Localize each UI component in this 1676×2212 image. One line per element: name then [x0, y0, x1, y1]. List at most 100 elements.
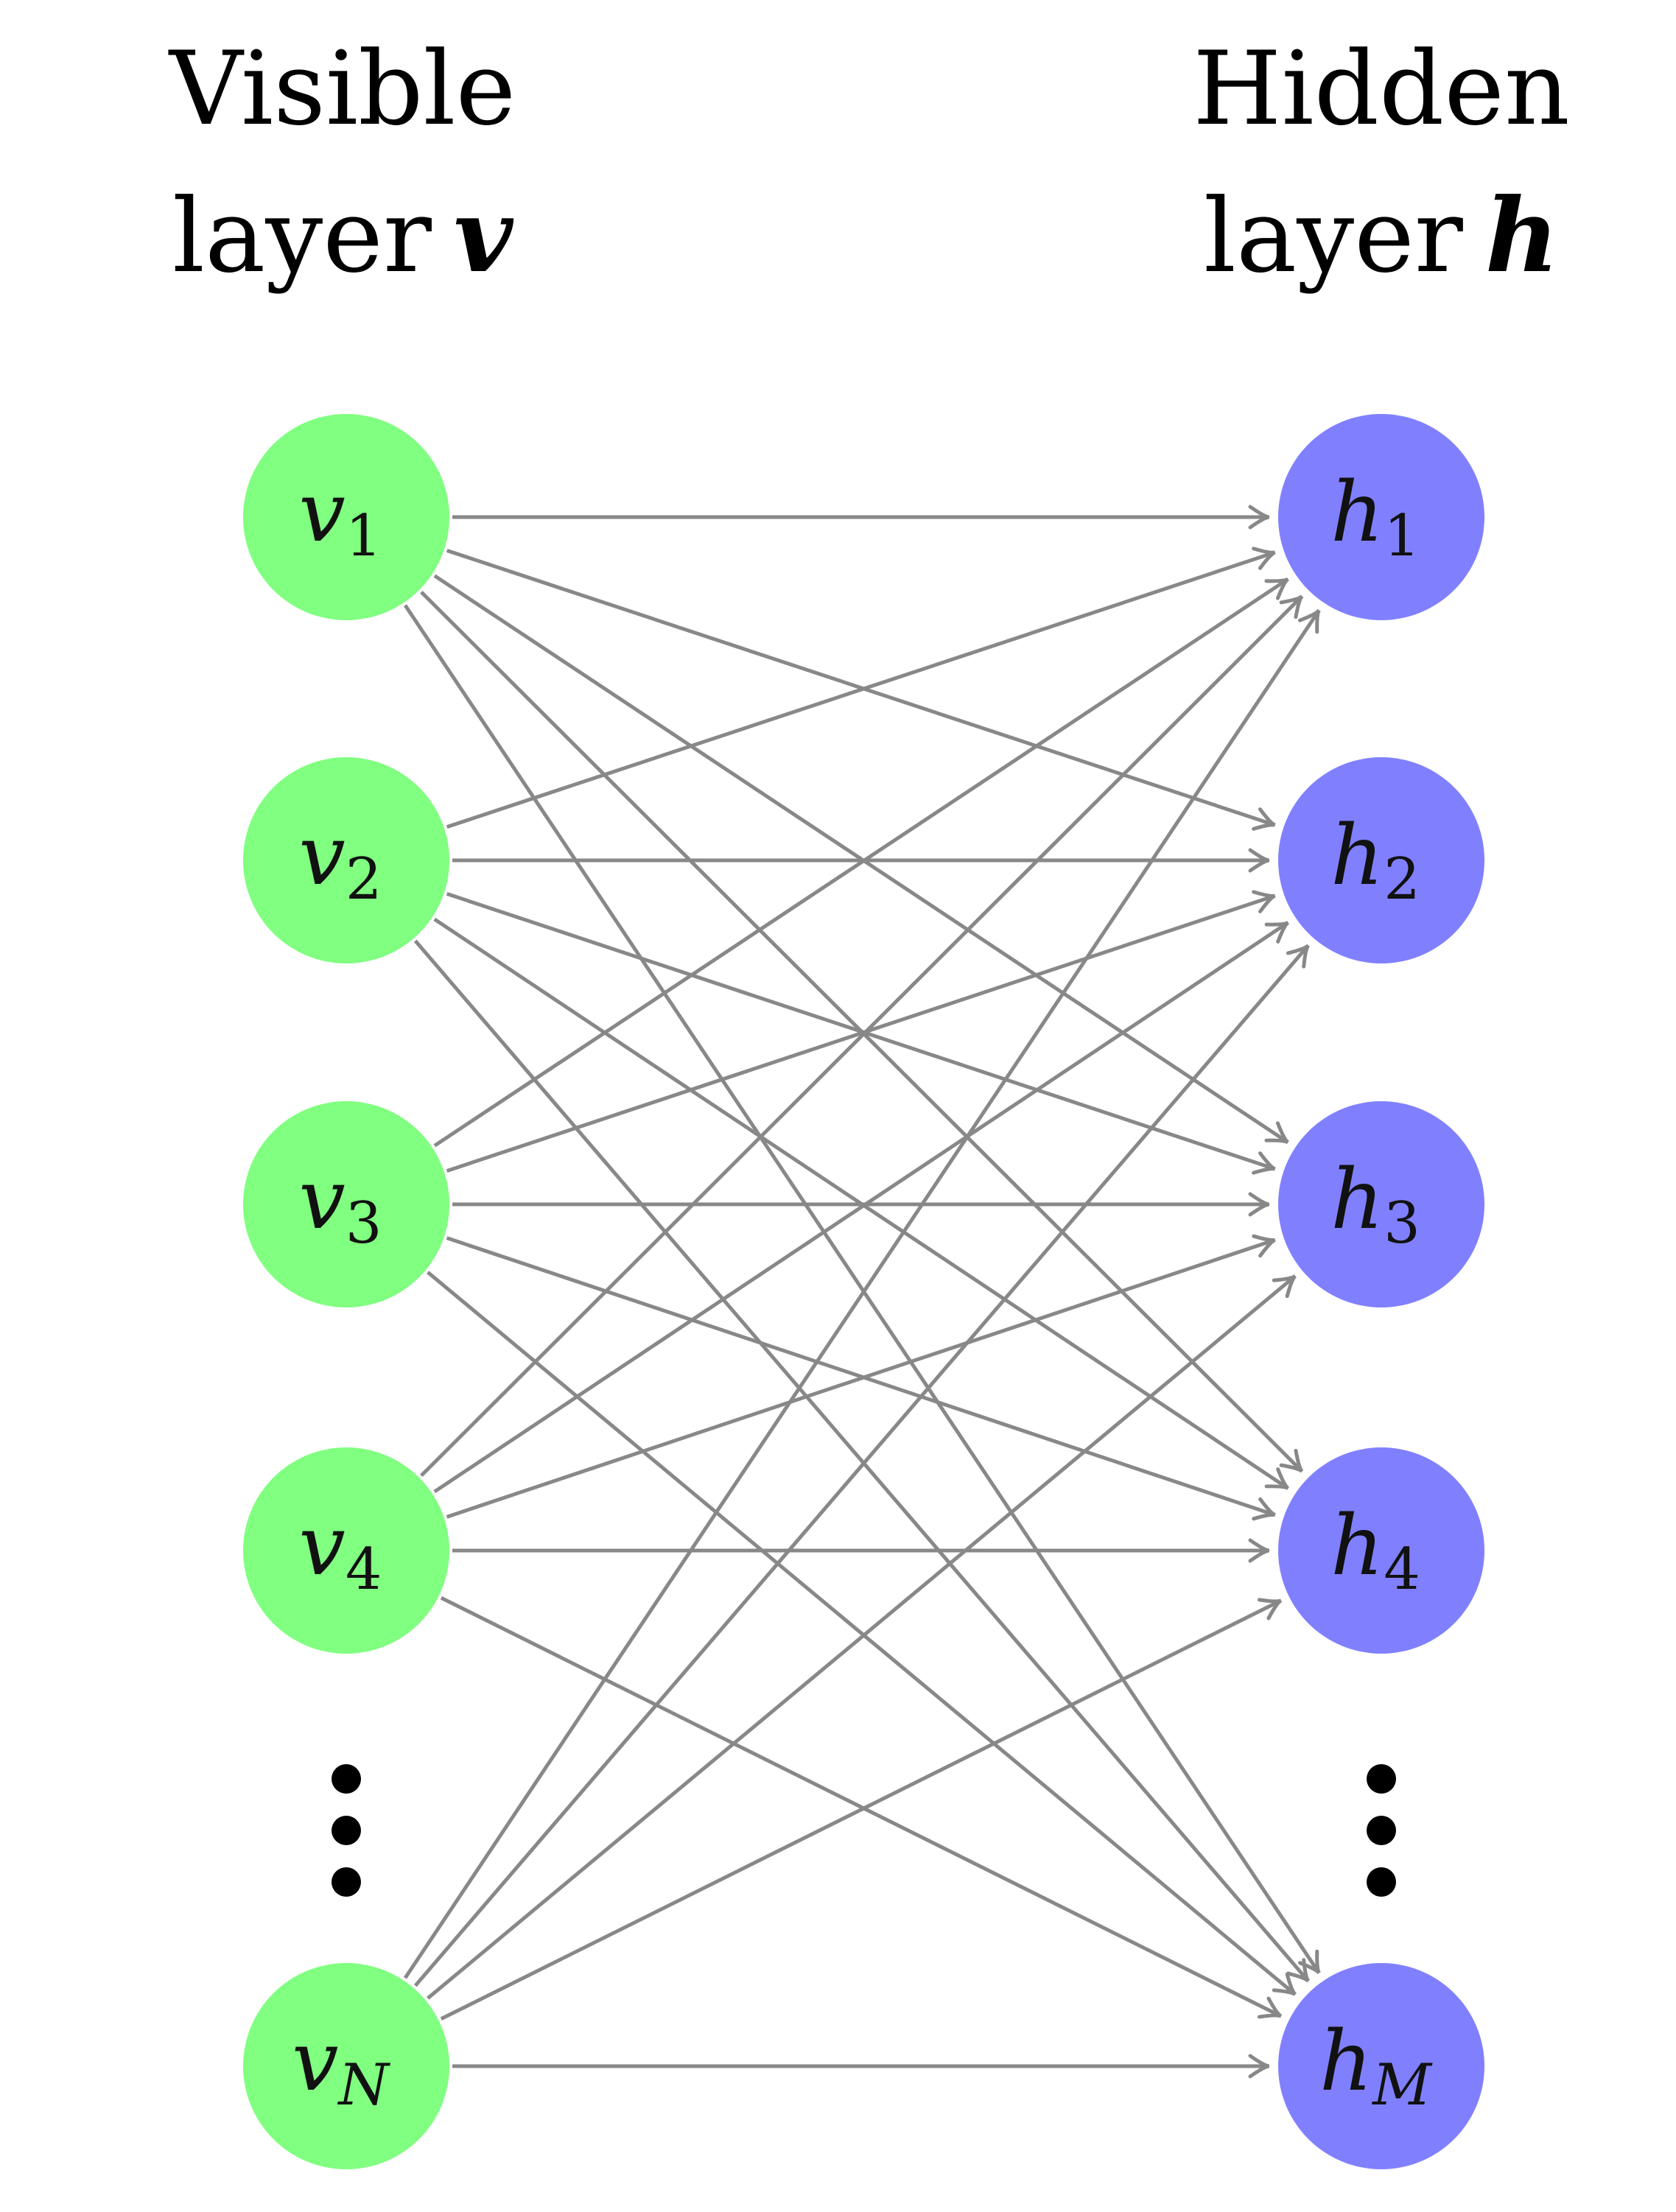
arrowhead: [1286, 1958, 1311, 1983]
edge-v4-h2: [433, 921, 1290, 1494]
hidden-layer-title-line1: Hidden: [1193, 29, 1570, 148]
arrowhead: [1248, 848, 1270, 873]
arrowhead: [1252, 1497, 1276, 1521]
hidden-ellipsis: [1367, 1764, 1396, 1897]
edge-line: [433, 921, 1289, 1494]
arrowhead: [1248, 1192, 1270, 1217]
edge-v3-h3: [452, 1192, 1270, 1217]
edge-line: [403, 608, 1321, 1979]
visible-node-symbol: v: [292, 2014, 338, 2110]
arrowhead: [1264, 1121, 1290, 1145]
edge-v2-h2: [452, 848, 1270, 873]
visible-node-symbol: v: [299, 808, 346, 904]
visible-node-subscript: 3: [346, 1190, 382, 1257]
hidden-node-label: h1: [1330, 465, 1420, 569]
visible-node-1: v1: [243, 414, 449, 620]
ellipsis-dot: [332, 1867, 361, 1897]
visible-layer-title: Visible layer v: [168, 29, 516, 295]
visible-node-subscript: 4: [346, 1537, 382, 1603]
edge-v4-h1: [420, 594, 1304, 1478]
hidden-node-subscript: M: [1371, 2052, 1433, 2118]
ellipsis-dot: [1367, 1816, 1396, 1845]
arrowhead: [1264, 577, 1290, 600]
visible-ellipsis: [332, 1764, 361, 1897]
visible-layer-title-line2: layer v: [172, 175, 514, 295]
hidden-node-1: h1: [1278, 414, 1484, 620]
visible-node-symbol: v: [299, 465, 346, 561]
visible-node-symbol: v: [299, 1152, 346, 1248]
edge-vN-h1: [403, 608, 1321, 1979]
edge-vN-hM: [452, 2054, 1270, 2079]
edge-line: [413, 944, 1310, 1987]
visible-node-subscript: 2: [346, 846, 382, 913]
visible-node-label: v2: [299, 808, 382, 913]
visible-node-circle: [243, 1963, 449, 2169]
hidden-node-symbol: h: [1330, 1498, 1384, 1594]
hidden-node-symbol: h: [1330, 465, 1384, 561]
visible-node-circle: [243, 1101, 449, 1307]
visible-node-N: vN: [243, 1963, 449, 2169]
hidden-layer-word: layer: [1204, 177, 1463, 295]
visible-layer-symbol: v: [454, 175, 514, 295]
visible-node-label: v3: [299, 1152, 382, 1257]
hidden-node-label: h4: [1330, 1498, 1420, 1603]
hidden-layer-title-line2: layer h: [1204, 175, 1559, 295]
hidden-node-subscript: 3: [1384, 1190, 1420, 1257]
hidden-node-label: h2: [1330, 808, 1420, 913]
edge-line: [427, 1271, 1297, 1996]
visible-layer-title-line1: Visible: [168, 29, 516, 148]
hidden-layer-title: Hidden layer h: [1193, 29, 1570, 295]
edge-vN-h3: [427, 1274, 1297, 2000]
edge-line: [413, 939, 1310, 1983]
arrowhead: [1252, 1234, 1276, 1258]
edge-v3-hM: [427, 1271, 1297, 1996]
edge-line: [433, 577, 1289, 1148]
hidden-node-label: hM: [1319, 2014, 1433, 2118]
visible-node-label: vN: [292, 2014, 390, 2118]
ellipsis-dot: [1367, 1867, 1396, 1897]
hidden-node-circle: [1278, 757, 1484, 963]
visible-node-circle: [243, 1447, 449, 1654]
hidden-node-3: h3: [1278, 1101, 1484, 1307]
arrowhead: [1248, 2054, 1270, 2079]
hidden-node-subscript: 4: [1384, 1537, 1420, 1603]
visible-node-3: v3: [243, 1101, 449, 1307]
ellipsis-dot: [1367, 1764, 1396, 1794]
visible-node-symbol: v: [299, 1498, 346, 1594]
hidden-node-circle: [1278, 414, 1484, 620]
hidden-node-subscript: 2: [1384, 846, 1420, 913]
arrowhead: [1248, 505, 1270, 530]
edge-line: [420, 594, 1304, 1478]
edge-line: [446, 893, 1276, 1173]
edge-line: [446, 1237, 1276, 1519]
edge-v1-h1: [452, 505, 1270, 530]
hidden-node-M: hM: [1278, 1963, 1484, 2169]
visible-node-circle: [243, 757, 449, 963]
edge-v4-h3: [446, 1234, 1276, 1519]
hidden-layer-symbol: h: [1485, 175, 1559, 295]
hidden-node-2: h2: [1278, 757, 1484, 963]
visible-node-4: v4: [243, 1447, 449, 1654]
hidden-node-label: h3: [1330, 1152, 1420, 1257]
visible-node-subscript: 1: [346, 503, 382, 569]
edge-line: [446, 550, 1276, 829]
arrowhead: [1264, 1467, 1290, 1490]
edge-v2-hM: [413, 939, 1311, 1983]
edge-v4-h4: [452, 1538, 1270, 1563]
visible-node-label: v1: [299, 465, 382, 569]
hidden-node-subscript: 1: [1384, 503, 1420, 569]
ellipsis-dot: [332, 1764, 361, 1794]
edge-line: [403, 604, 1321, 1975]
visible-layer-word: layer: [172, 177, 432, 295]
edge-line: [440, 1595, 1283, 2018]
hidden-node-4: h4: [1278, 1447, 1484, 1654]
visible-node-label: v4: [299, 1498, 382, 1603]
edge-vN-h2: [413, 944, 1311, 1987]
arrowhead: [1248, 1538, 1270, 1563]
arrowhead: [1297, 608, 1321, 634]
connection-edges: [403, 505, 1321, 2079]
arrowhead: [1286, 944, 1311, 969]
edge-line: [440, 1598, 1283, 2021]
